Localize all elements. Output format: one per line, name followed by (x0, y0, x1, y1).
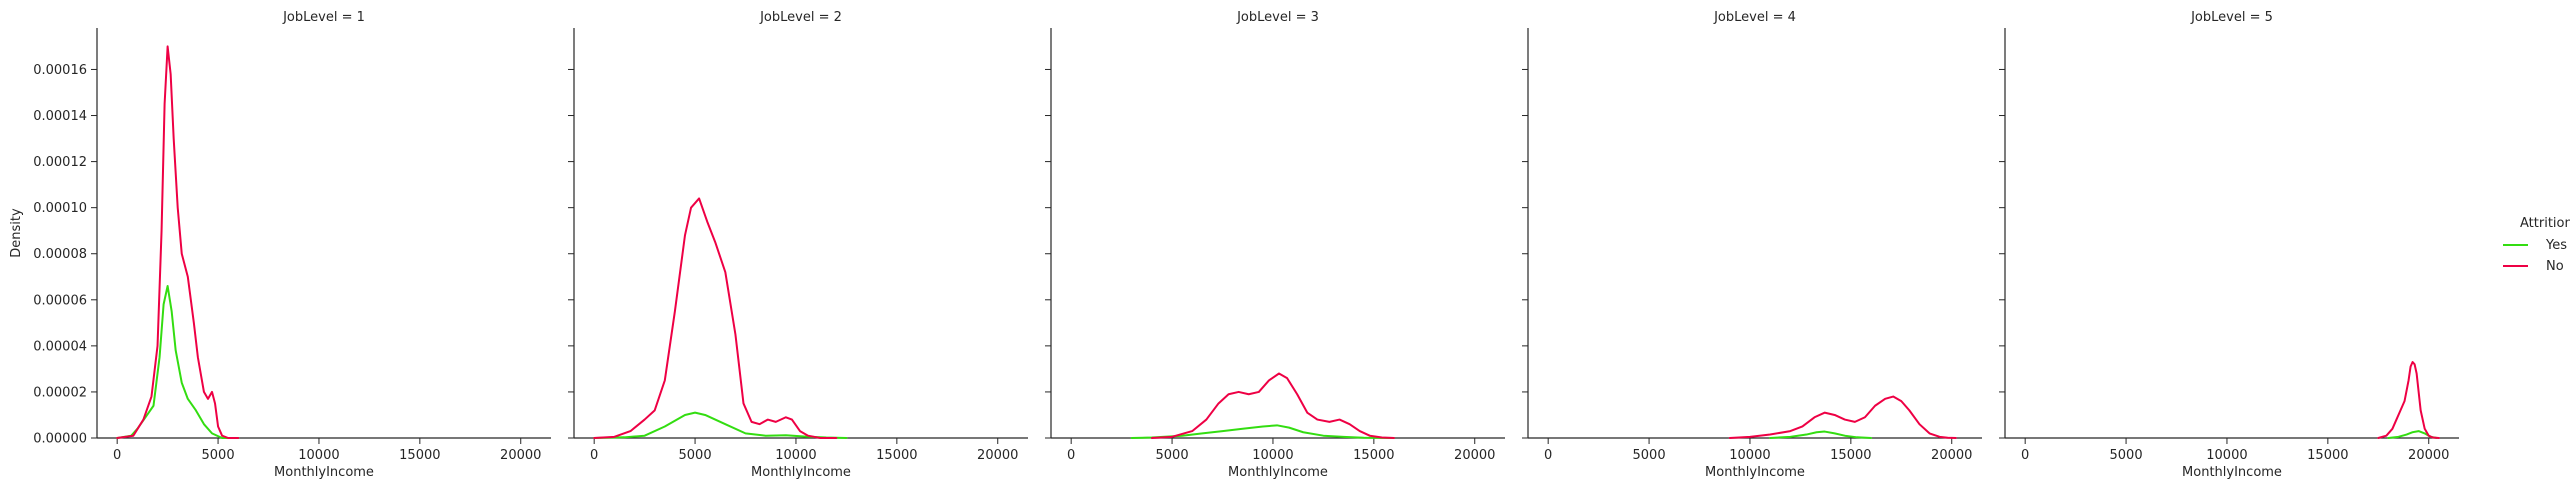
x-tick-label: 15000 (2307, 448, 2348, 463)
facet-title: JobLevel = 4 (1713, 10, 1796, 25)
kde-line-no (2377, 360, 2440, 439)
x-axis-label: MonthlyIncome (2182, 465, 2282, 480)
kde-line-yes (1130, 424, 1396, 439)
facet-panel-2: JobLevel = 2 0 5000 10000 15000 20000 MonthlyI… (568, 10, 1028, 480)
legend-label-no: No (2546, 259, 2564, 274)
y-tick-label: 0.00004 (33, 339, 87, 354)
x-tick-label: 0 (113, 448, 121, 463)
x-tick-label: 20000 (500, 448, 541, 463)
kde-line-yes (116, 284, 240, 439)
x-tick-label: 5000 (2110, 448, 2143, 463)
x-tick-label: 5000 (679, 448, 712, 463)
x-tick-label: 20000 (977, 448, 1018, 463)
x-tick-label: 10000 (1252, 448, 1293, 463)
y-tick-label: 0.00002 (33, 385, 87, 400)
x-axis-label: MonthlyIncome (1228, 465, 1328, 480)
x-tick-label: 15000 (1353, 448, 1394, 463)
x-axis-label: MonthlyIncome (1705, 465, 1805, 480)
facet-title: JobLevel = 5 (2190, 10, 2273, 25)
x-tick-label: 5000 (1156, 448, 1189, 463)
facet-panels: JobLevel = 1 0.00000 0.00002 0.00004 0.00006… (33, 10, 2459, 480)
facet-title: JobLevel = 2 (759, 10, 842, 25)
x-tick-label: 10000 (2206, 448, 2247, 463)
x-tick-label: 20000 (1454, 448, 1495, 463)
x-tick-label: 20000 (1931, 448, 1972, 463)
facet-panel-4: JobLevel = 4 0 5000 10000 15000 20000 MonthlyI… (1522, 10, 1982, 480)
x-axis-label: MonthlyIncome (274, 465, 374, 480)
facet-title: JobLevel = 3 (1236, 10, 1319, 25)
facet-panel-3: JobLevel = 3 0 5000 10000 15000 20000 MonthlyI… (1045, 10, 1505, 480)
x-tick-label: 0 (590, 448, 598, 463)
kde-line-no (593, 197, 838, 439)
x-tick-label: 0 (1067, 448, 1075, 463)
y-tick-label: 0.00006 (33, 293, 87, 308)
kde-line-no (1728, 395, 1957, 439)
x-tick-label: 10000 (298, 448, 339, 463)
x-tick-label: 15000 (399, 448, 440, 463)
legend-title: Attrition (2520, 216, 2570, 231)
kde-line-yes (1769, 430, 1873, 439)
y-tick-label: 0.00010 (33, 201, 87, 216)
x-tick-label: 5000 (1633, 448, 1666, 463)
x-tick-label: 20000 (2408, 448, 2449, 463)
legend-entry-yes: Yes (2503, 238, 2567, 253)
facet-title: JobLevel = 1 (282, 10, 365, 25)
y-tick-label: 0.00016 (33, 63, 87, 78)
x-tick-label: 15000 (876, 448, 917, 463)
y-axis-label: Density (9, 208, 24, 258)
facet-panel-1: JobLevel = 1 0.00000 0.00002 0.00004 0.00006… (33, 10, 551, 480)
x-tick-label: 0 (2021, 448, 2029, 463)
legend-entry-no: No (2503, 259, 2564, 274)
legend: Attrition Yes No (2503, 216, 2570, 274)
y-tick-label: 0.00012 (33, 155, 87, 170)
y-tick-label: 0.00008 (33, 247, 87, 262)
x-tick-label: 10000 (1729, 448, 1770, 463)
x-tick-label: 5000 (202, 448, 235, 463)
kde-line-no (116, 45, 240, 439)
facet-panel-5: JobLevel = 5 0 5000 10000 15000 20000 MonthlyI… (1999, 10, 2459, 480)
y-tick-label: 0.00014 (33, 109, 87, 124)
legend-label-yes: Yes (2545, 238, 2567, 253)
x-tick-label: 0 (1544, 448, 1552, 463)
x-axis-label: MonthlyIncome (751, 465, 851, 480)
kde-line-yes (593, 411, 848, 439)
y-tick-label: 0.00000 (33, 432, 87, 447)
kde-line-no (1150, 372, 1396, 439)
x-tick-label: 15000 (1830, 448, 1871, 463)
x-tick-label: 10000 (775, 448, 816, 463)
